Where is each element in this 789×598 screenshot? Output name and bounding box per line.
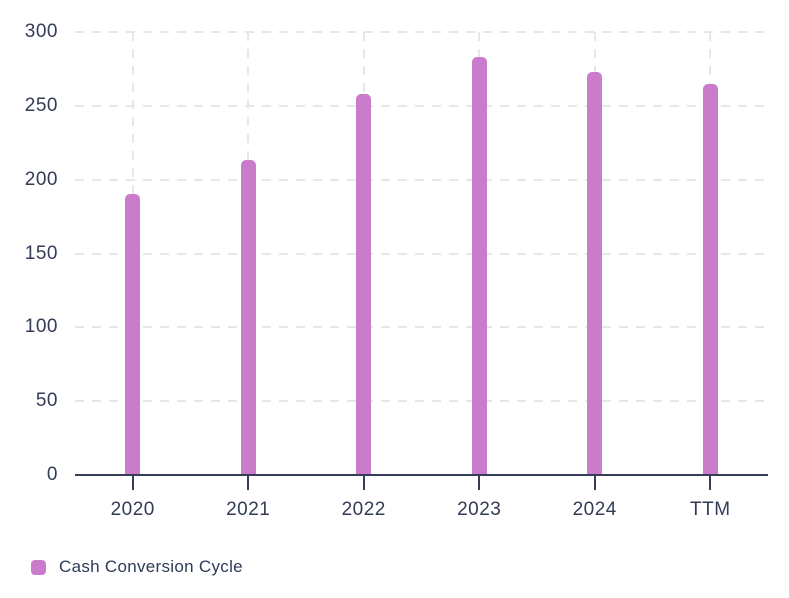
x-axis-line xyxy=(75,474,768,476)
y-axis-label: 300 xyxy=(24,21,58,42)
bar-2024 xyxy=(587,71,603,475)
x-axis-tick xyxy=(478,476,481,490)
bar-TTM xyxy=(702,83,718,475)
y-axis-label: 100 xyxy=(24,316,58,338)
y-axis-label: 150 xyxy=(24,242,58,264)
x-axis-label: 2022 xyxy=(341,499,386,520)
h-gridline xyxy=(75,326,768,329)
y-axis-label: 0 xyxy=(46,464,58,485)
x-axis-label: 2020 xyxy=(110,499,155,520)
h-gridline xyxy=(75,252,768,255)
x-axis-label: 2023 xyxy=(457,499,502,520)
legend: Cash Conversion Cycle xyxy=(31,557,243,577)
h-gridline xyxy=(75,31,768,33)
bar-2022 xyxy=(356,94,372,475)
x-axis-tick xyxy=(362,476,365,490)
x-axis-tick xyxy=(709,476,712,490)
y-axis-label: 250 xyxy=(24,94,58,116)
x-axis-tick xyxy=(247,476,250,490)
h-gridline xyxy=(75,104,768,107)
legend-label: Cash Conversion Cycle xyxy=(59,557,243,576)
x-axis-tick xyxy=(131,476,134,490)
bar-2020 xyxy=(125,194,141,475)
h-gridline xyxy=(75,178,768,181)
y-axis-label: 50 xyxy=(35,390,58,412)
x-axis-tick xyxy=(593,476,596,490)
x-axis-label: TTM xyxy=(689,499,731,520)
x-axis-label: 2024 xyxy=(572,499,617,520)
y-axis-label: 200 xyxy=(24,168,58,190)
h-gridline xyxy=(75,400,768,403)
legend-swatch xyxy=(31,559,46,575)
bar-2021 xyxy=(240,160,256,475)
bar-2023 xyxy=(471,57,487,475)
x-axis-label: 2021 xyxy=(226,499,271,520)
